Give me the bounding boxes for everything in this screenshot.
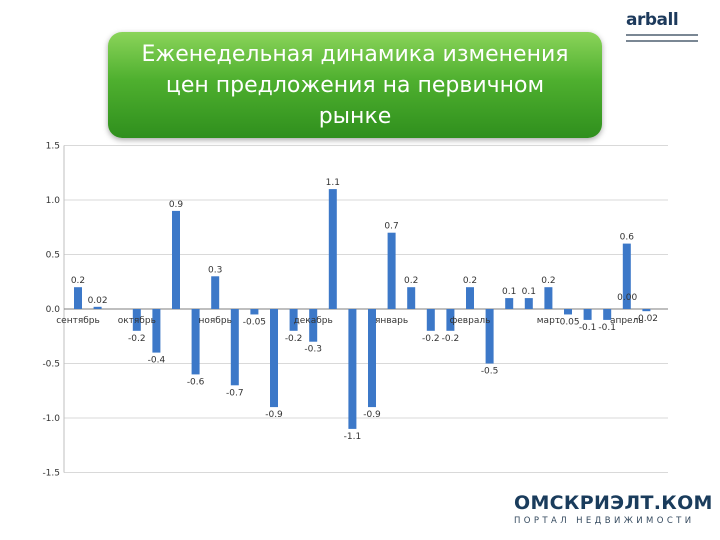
bar (368, 309, 376, 408)
month-label: октябрь (118, 316, 156, 326)
data-label: 0.1 (522, 287, 536, 297)
bar (505, 298, 514, 309)
data-label: 0.1 (502, 287, 516, 297)
data-label: -1.1 (344, 432, 362, 442)
data-label: 0.9 (169, 200, 184, 210)
bar (642, 309, 651, 312)
chart-title: Еженедельная динамика изменения цен пред… (141, 41, 569, 129)
data-label: -0.4 (148, 356, 166, 366)
month-label: апрель (610, 316, 644, 326)
y-tick-label: 1.0 (46, 196, 61, 206)
bar (172, 210, 180, 309)
logo-text: arball (626, 10, 679, 30)
data-label: 0.2 (463, 276, 477, 286)
bar (328, 189, 337, 309)
data-label: -0.9 (363, 410, 381, 420)
data-label: 0.7 (384, 222, 398, 232)
bar (309, 309, 318, 342)
bar (603, 309, 612, 320)
bar (426, 309, 435, 331)
month-label: декабрь (294, 316, 333, 326)
data-label: 0.2 (541, 276, 555, 286)
data-label: -0.2 (442, 334, 460, 344)
data-label: -0.7 (226, 388, 244, 398)
month-label: март (537, 316, 560, 326)
data-label: 0.3 (208, 265, 222, 275)
logo-divider (626, 40, 698, 42)
bar (348, 309, 357, 429)
data-label: -0.9 (265, 410, 283, 420)
bar (230, 309, 239, 386)
data-label: 0.2 (404, 276, 418, 286)
chart-title-box: Еженедельная динамика изменения цен пред… (108, 32, 602, 138)
data-label: -0.1 (598, 323, 616, 333)
bar (289, 309, 298, 331)
bar (466, 287, 474, 309)
y-tick-label: 1.5 (46, 142, 60, 152)
data-label: -0.02 (635, 314, 658, 324)
bar (387, 232, 396, 309)
data-label: -0.6 (187, 377, 205, 387)
data-label: 0.2 (71, 276, 85, 286)
data-label: 1.1 (326, 178, 340, 188)
month-label: февраль (450, 316, 491, 326)
data-label: -0.05 (556, 317, 579, 327)
bar (270, 309, 278, 408)
data-label: -0.1 (579, 323, 597, 333)
bar (407, 287, 416, 309)
y-tick-label: 0.0 (46, 305, 61, 315)
data-label: -0.3 (304, 345, 322, 355)
bar (485, 309, 494, 364)
y-tick-label: -1.5 (42, 469, 60, 479)
arball-logo: arball (626, 10, 706, 50)
data-label: -0.5 (481, 367, 499, 377)
brand-subtitle: ПОРТАЛ НЕДВИЖИМОСТИ (514, 516, 695, 526)
data-label: -0.2 (422, 334, 440, 344)
y-tick-label: -1.0 (42, 414, 60, 424)
y-tick-label: -0.5 (42, 360, 60, 370)
bar (93, 306, 102, 309)
bar (446, 309, 455, 331)
bar (564, 309, 572, 315)
brand-name: ОМСКРИЭЛТ.КОМ (514, 492, 713, 514)
bar (583, 309, 592, 320)
bar (152, 309, 161, 353)
bar (524, 298, 533, 309)
data-label: -0.2 (285, 334, 303, 344)
bar (544, 287, 553, 309)
brand-block: ОМСКРИЭЛТ.КОМ ПОРТАЛ НЕДВИЖИМОСТИ (514, 492, 713, 526)
data-label: -0.2 (128, 334, 146, 344)
month-label: ноябрь (199, 316, 232, 326)
bar (211, 276, 220, 309)
month-label: январь (375, 316, 408, 326)
data-label: 0.00 (617, 293, 637, 303)
bar (622, 243, 631, 309)
logo-divider (626, 34, 698, 36)
y-tick-label: 0.5 (46, 251, 60, 261)
bar (74, 287, 82, 309)
bar (191, 309, 200, 375)
bar (132, 309, 141, 331)
month-label: сентябрь (56, 316, 100, 326)
bar (250, 309, 259, 315)
data-label: -0.05 (243, 317, 266, 327)
data-label: 0.02 (88, 296, 108, 306)
data-label: 0.6 (620, 233, 635, 243)
